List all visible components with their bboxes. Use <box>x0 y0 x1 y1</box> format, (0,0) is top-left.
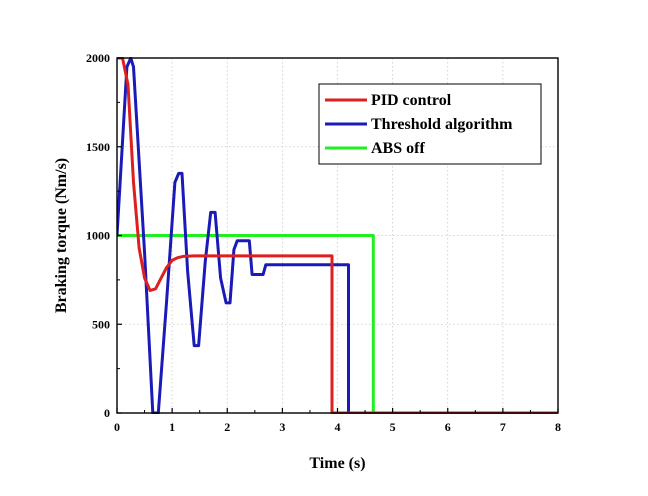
y-tick-label: 1500 <box>86 140 110 154</box>
y-axis-title: Braking torque (Nm/s) <box>53 158 70 313</box>
y-tick-label: 500 <box>92 317 110 331</box>
legend: PID control Threshold algorithm ABS off <box>318 83 542 165</box>
x-tick-label: 2 <box>224 420 230 434</box>
y-tick-label: 0 <box>104 406 110 420</box>
x-tick-label: 1 <box>169 420 175 434</box>
legend-label: PID control <box>371 92 452 109</box>
series-line-pid-control <box>117 57 558 414</box>
x-axis-title: Time (s) <box>309 455 365 472</box>
y-tick-label: 2000 <box>86 51 110 65</box>
legend-label: Threshold algorithm <box>371 116 513 133</box>
x-tick-label: 0 <box>114 420 120 434</box>
x-tick-label: 7 <box>500 420 506 434</box>
x-tick-label: 5 <box>390 420 396 434</box>
x-tick-label: 8 <box>555 420 561 434</box>
x-tick-label: 3 <box>279 420 285 434</box>
x-tick-label: 4 <box>335 420 341 434</box>
y-tick-label: 1000 <box>86 229 110 243</box>
ticks: 0 1 2 3 4 5 6 7 8 0 500 1000 1500 2000 <box>86 51 561 434</box>
x-tick-label: 6 <box>445 420 451 434</box>
legend-label: ABS off <box>371 140 425 157</box>
